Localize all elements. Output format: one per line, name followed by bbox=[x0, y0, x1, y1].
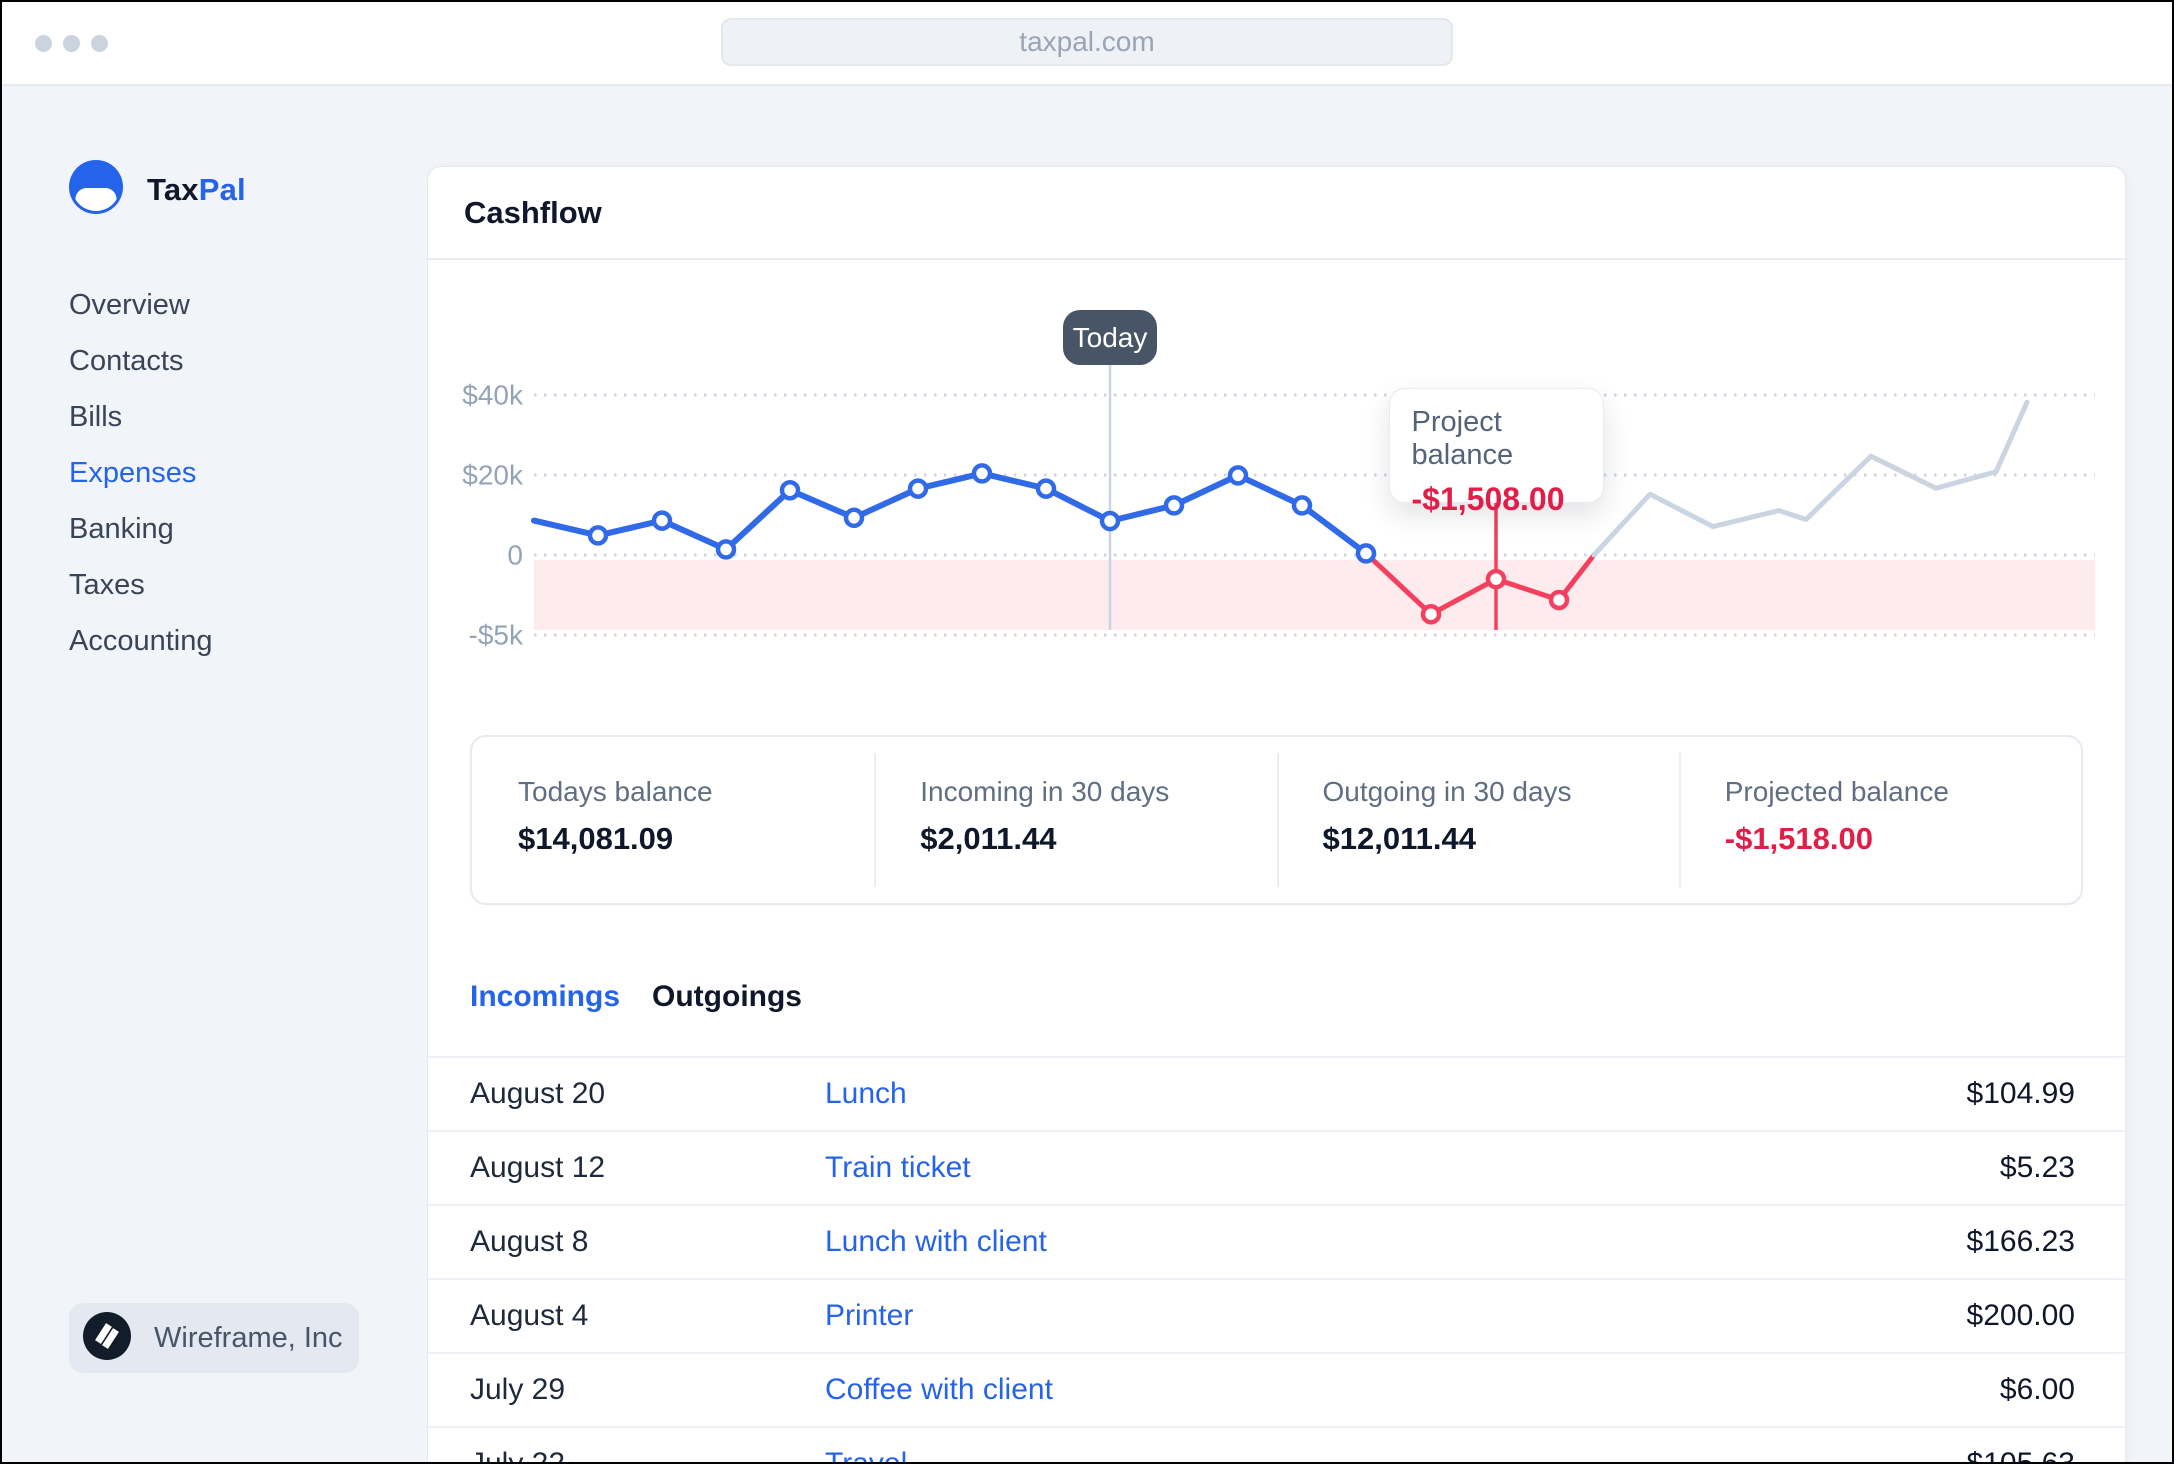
today-marker: Today bbox=[1063, 310, 1157, 365]
window-control-dot[interactable] bbox=[91, 35, 108, 52]
sidebar-item-taxes[interactable]: Taxes bbox=[69, 568, 145, 601]
transaction-amount: $200.00 bbox=[1966, 1299, 2075, 1332]
sidebar-item-accounting[interactable]: Accounting bbox=[69, 624, 213, 657]
transaction-amount: $6.00 bbox=[1999, 1373, 2075, 1406]
tab-outgoings[interactable]: Outgoings bbox=[652, 980, 802, 1013]
transaction-row: August 4 Printer $200.00 bbox=[428, 1278, 2125, 1352]
cashflow-chart-svg: $40k $20k 0 -$5k bbox=[462, 365, 2095, 651]
workspace-name: Wireframe, Inc bbox=[154, 1321, 343, 1354]
window-control-dot[interactable] bbox=[63, 35, 80, 52]
transaction-amount: $5.23 bbox=[1999, 1151, 2075, 1184]
taxpal-logo-icon bbox=[69, 160, 123, 219]
window-control-dot[interactable] bbox=[35, 35, 52, 52]
transaction-row: July 22Travel$105.63 bbox=[428, 1426, 2125, 1462]
transaction-date: August 4 bbox=[470, 1299, 589, 1332]
app-body: TaxPal Overview Contacts Bills Expenses Bank… bbox=[2, 86, 2172, 1462]
transaction-date: August 12 bbox=[470, 1151, 606, 1184]
url-text: taxpal.com bbox=[1019, 26, 1155, 57]
transaction-date: July 29 bbox=[470, 1373, 566, 1406]
workspace-switcher[interactable]: Wireframe, Inc bbox=[69, 1303, 359, 1373]
brand-name: TaxPal bbox=[147, 171, 246, 207]
url-bar[interactable]: taxpal.com bbox=[721, 18, 1453, 66]
transaction-date: July 22 bbox=[470, 1447, 825, 1462]
sidebar-item-overview[interactable]: Overview bbox=[69, 288, 190, 321]
transaction-date: August 20 bbox=[470, 1077, 606, 1110]
transaction-date: August 8 bbox=[470, 1225, 589, 1258]
y-axis-tick: $40k bbox=[462, 380, 524, 411]
y-axis-tick: $20k bbox=[462, 460, 524, 491]
transaction-link[interactable]: Train ticket bbox=[825, 1151, 971, 1184]
stat-label: Incoming in 30 days bbox=[920, 776, 1170, 807]
sidebar-item-expenses[interactable]: Expenses bbox=[69, 456, 197, 489]
transaction-row: August 8 Lunch with client $166.23 bbox=[428, 1204, 2125, 1278]
y-axis-tick: -$5k bbox=[469, 620, 524, 651]
window-controls bbox=[35, 35, 108, 52]
transaction-amount: $166.23 bbox=[1966, 1225, 2075, 1258]
sidebar: TaxPal Overview Contacts Bills Expenses Bank… bbox=[2, 86, 427, 1462]
stat-value: -$1,518.00 bbox=[1724, 821, 1873, 856]
wireframe-logo-icon bbox=[83, 1311, 131, 1365]
cashflow-card: Cashflow $40k $20k 0 -$5k Today Project bal… bbox=[427, 166, 2126, 1462]
transaction-amount: $104.99 bbox=[1966, 1077, 2075, 1110]
tab-incomings[interactable]: Incomings bbox=[470, 980, 621, 1013]
stat-value: $12,011.44 bbox=[1322, 821, 1476, 856]
project-balance-tooltip: Project balance -$1,508.00 bbox=[1388, 388, 1604, 517]
transaction-amount: $105.63 bbox=[1967, 1447, 2075, 1462]
transaction-row: July 29 Coffee with client $6.00 bbox=[428, 1352, 2125, 1426]
transaction-row: August 12 Train ticket $5.23 bbox=[428, 1130, 2125, 1204]
transaction-link[interactable]: Printer bbox=[825, 1299, 914, 1332]
stat-label: Projected balance bbox=[1724, 776, 1949, 807]
transaction-link[interactable]: Travel bbox=[825, 1447, 1967, 1462]
sidebar-nav: Overview Contacts Bills Expenses Banking Taxe… bbox=[69, 277, 427, 669]
tooltip-title: Project balance bbox=[1411, 406, 1514, 471]
browser-chrome: taxpal.com bbox=[2, 2, 2172, 86]
stat-card: Projected balance -$1,518.00 bbox=[1678, 737, 2081, 903]
stat-label: Outgoing in 30 days bbox=[1322, 776, 1572, 807]
stat-card: Outgoing in 30 days $12,011.44 bbox=[1276, 737, 1679, 903]
stats-row: Todays balance $14,081.09 Incoming in 30 d… bbox=[470, 735, 2083, 905]
stat-value: $14,081.09 bbox=[518, 821, 674, 856]
transaction-link[interactable]: Lunch with client bbox=[825, 1225, 1047, 1258]
main-area: Cashflow $40k $20k 0 -$5k Today Project bal… bbox=[427, 86, 2172, 1462]
tooltip-value: -$1,508.00 bbox=[1411, 481, 1565, 517]
sidebar-item-bills[interactable]: Bills bbox=[69, 400, 123, 433]
sidebar-item-contacts[interactable]: Contacts bbox=[69, 344, 184, 377]
transactions-tabs: Incomings Outgoings bbox=[470, 975, 2125, 1019]
stat-label: Todays balance bbox=[518, 776, 713, 807]
logo[interactable]: TaxPal bbox=[69, 160, 427, 219]
transaction-link[interactable]: Lunch bbox=[825, 1077, 907, 1110]
transactions-table: August 20 Lunch $104.99 August 12 Train tick… bbox=[428, 1056, 2125, 1462]
stat-card: Incoming in 30 days $2,011.44 bbox=[874, 737, 1276, 903]
y-axis-tick: 0 bbox=[507, 540, 523, 571]
transaction-link[interactable]: Coffee with client bbox=[825, 1373, 1053, 1406]
stat-value: $2,011.44 bbox=[920, 821, 1057, 856]
sidebar-item-banking[interactable]: Banking bbox=[69, 512, 174, 545]
page-title: Cashflow bbox=[464, 194, 602, 230]
transaction-row: August 20 Lunch $104.99 bbox=[428, 1056, 2125, 1130]
cashflow-chart: $40k $20k 0 -$5k Today Project balance -$1,… bbox=[428, 260, 2125, 715]
card-header: Cashflow bbox=[428, 167, 2125, 260]
stat-card: Todays balance $14,081.09 bbox=[472, 737, 874, 903]
